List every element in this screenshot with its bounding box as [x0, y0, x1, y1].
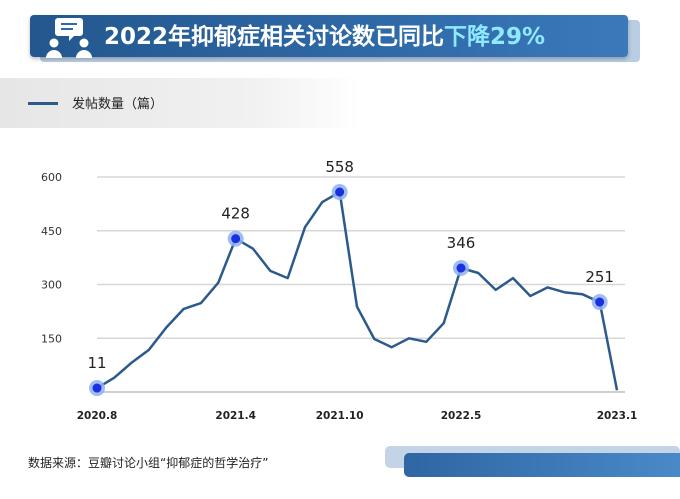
data-point: [231, 234, 241, 244]
x-tick-label: 2021.10: [316, 410, 364, 422]
legend-line-swatch: [28, 102, 58, 105]
y-tick-label: 600: [41, 171, 62, 184]
legend-label: 发帖数量（篇）: [72, 97, 164, 112]
y-tick-label: 450: [41, 225, 62, 238]
x-tick-label: 2020.8: [77, 410, 118, 422]
data-point: [335, 187, 345, 197]
title-highlight: 下降29%: [444, 24, 546, 50]
data-point: [456, 263, 466, 273]
legend-band: [0, 78, 360, 128]
x-tick-label: 2023.1: [597, 410, 638, 422]
y-tick-label: 300: [41, 279, 62, 292]
y-tick-label: 150: [41, 332, 62, 345]
line-chart: 150 300 450 600 2020.8 2021.4 2021.10 2022.5 202…: [41, 158, 638, 422]
data-point: [595, 297, 605, 307]
data-label: 11: [87, 354, 106, 372]
footer-decoration-bar: [404, 453, 680, 477]
title-main: 2022年抑郁症相关讨论数已同比: [104, 24, 445, 50]
data-label: 346: [447, 234, 476, 252]
source-note: 数据来源：豆瓣讨论小组“抑郁症的哲学治疗”: [28, 456, 269, 470]
header-bar: [30, 15, 628, 57]
x-tick-label: 2022.5: [441, 410, 482, 422]
data-label: 558: [325, 158, 354, 176]
page-title: 2022年抑郁症相关讨论数已同比下降29%: [104, 20, 545, 54]
series-line: [96, 190, 619, 391]
data-label: 428: [221, 205, 250, 223]
data-point: [92, 383, 102, 393]
x-tick-label: 2021.4: [215, 410, 256, 422]
data-label: 251: [585, 268, 614, 286]
people-discussion-icon: [46, 18, 92, 58]
